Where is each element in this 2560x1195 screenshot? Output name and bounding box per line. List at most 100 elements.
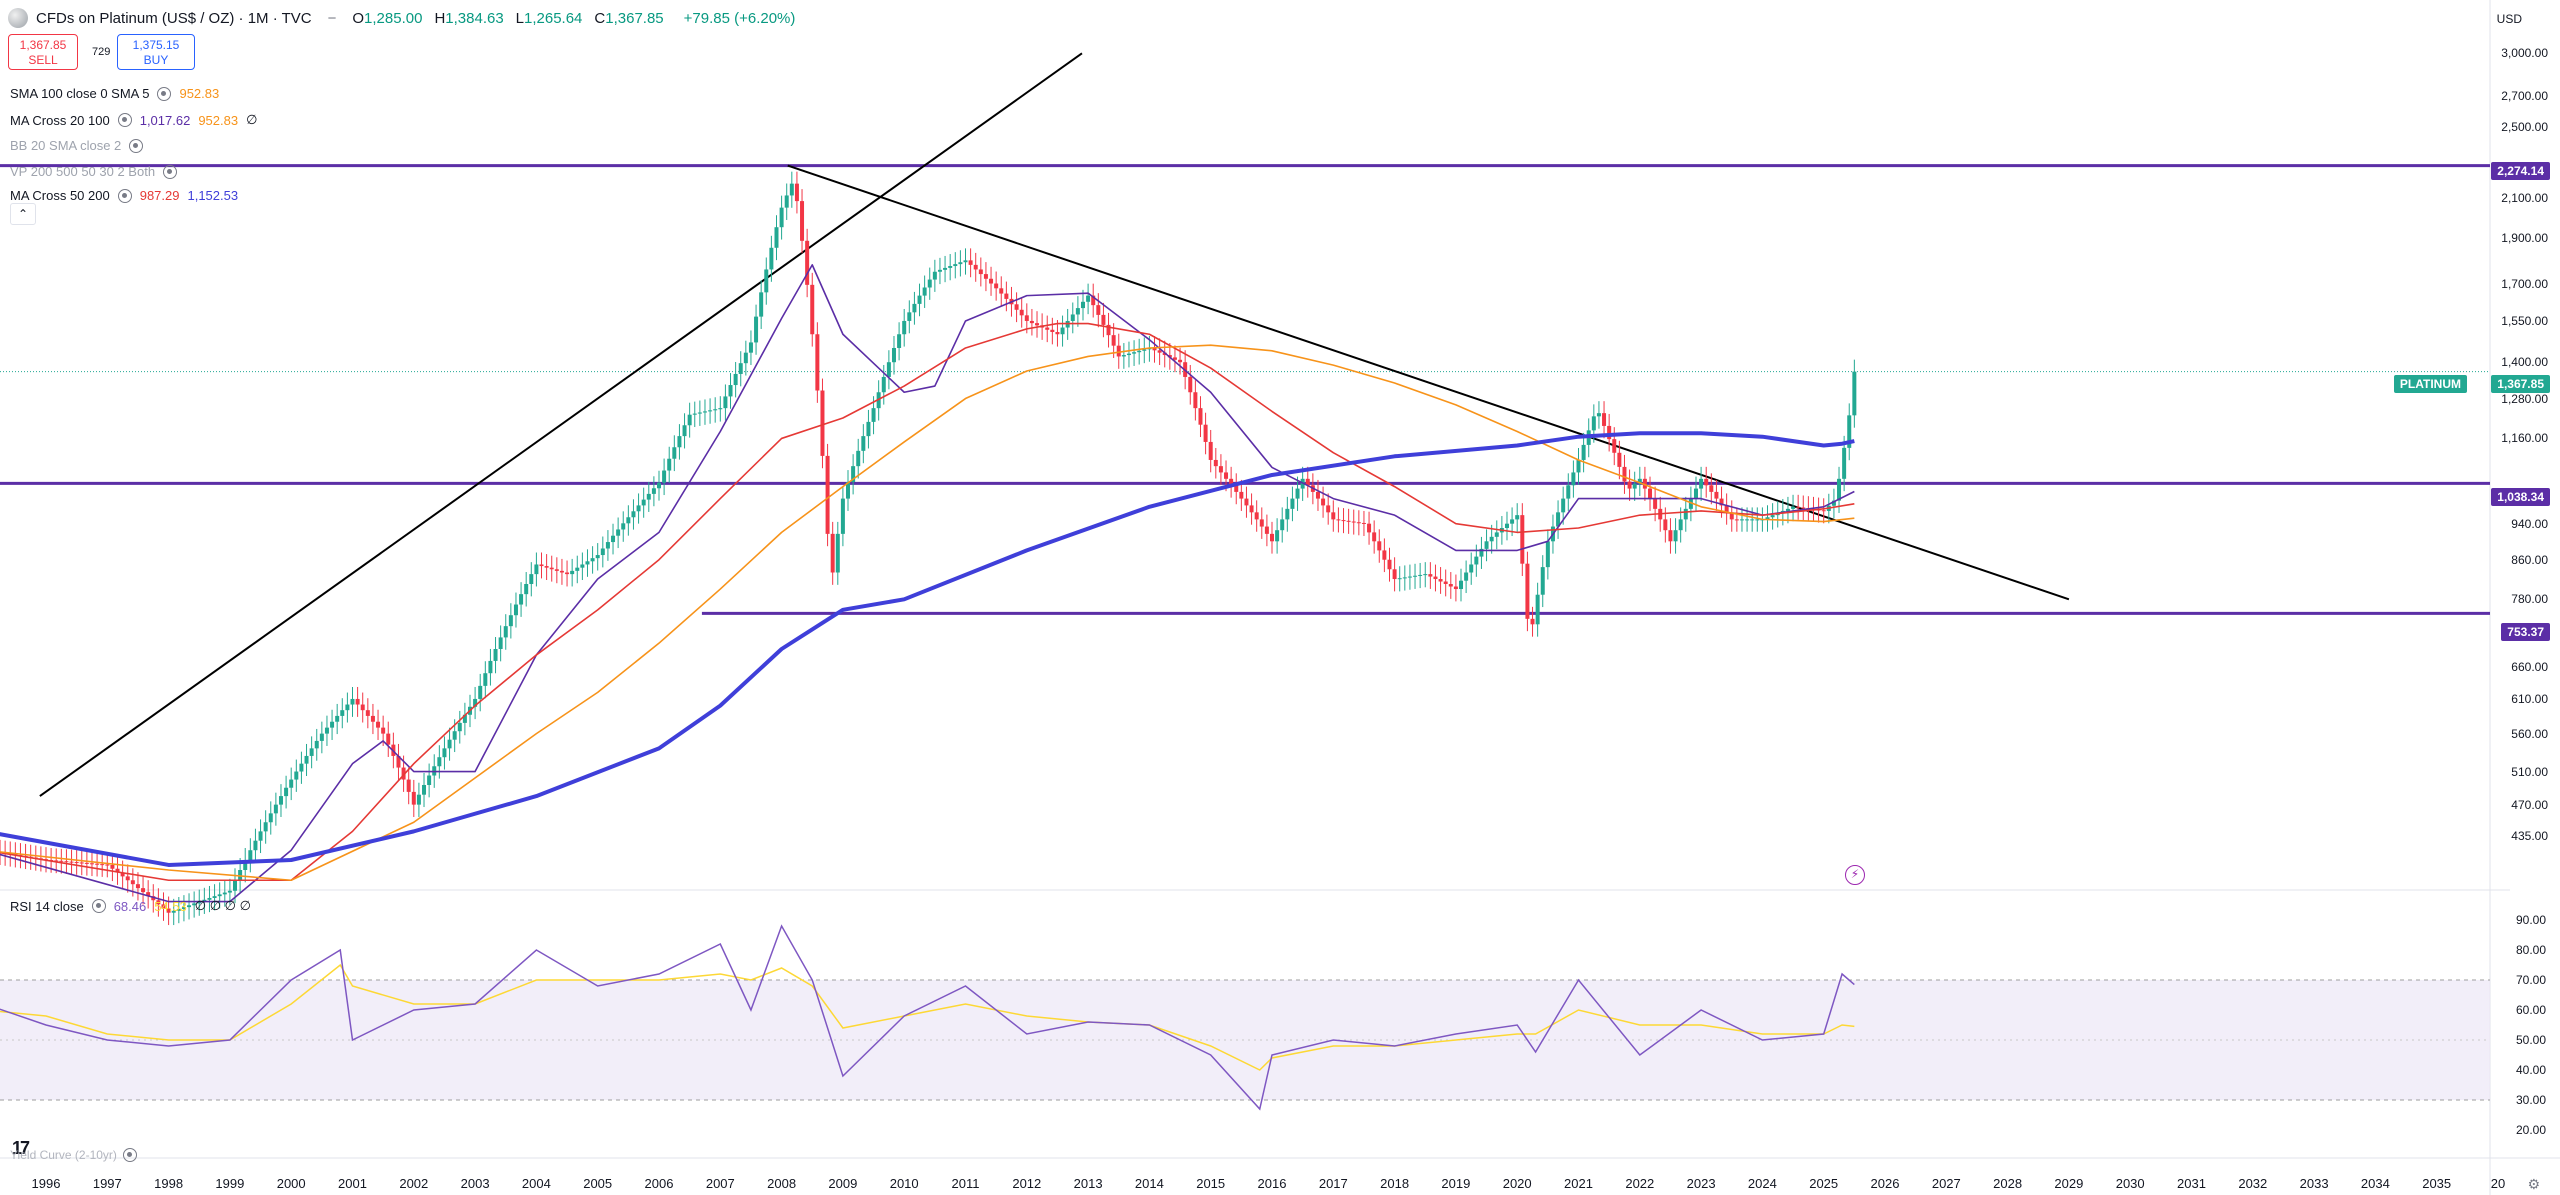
time-axis-label[interactable]: 2019 [1441, 1176, 1471, 1191]
rsi-axis-label[interactable]: 30.00 [2515, 1093, 2546, 1107]
rsi-legend[interactable]: RSI 14 close 68.46 54.53 ∅ ∅ ∅ ∅ [10, 898, 251, 914]
time-axis-label[interactable]: 2005 [583, 1176, 613, 1191]
price-axis-label[interactable]: 2,700.00 [2501, 88, 2548, 103]
eye-icon[interactable] [91, 899, 106, 913]
eye-icon[interactable] [117, 188, 132, 203]
hidden-eye-icon[interactable] [122, 1148, 137, 1162]
rsi-axis-label[interactable]: 60.00 [2515, 1003, 2546, 1017]
price-axis-label[interactable]: 1,700.00 [2501, 276, 2548, 291]
price-axis-label[interactable]: 1,280.00 [2501, 391, 2548, 406]
yield-curve-legend[interactable]: Yield Curve (2-10yr) [10, 1148, 137, 1162]
price-axis-label[interactable]: 470.00 [2511, 797, 2548, 812]
rsi-axis-label[interactable]: 40.00 [2515, 1063, 2546, 1077]
price-axis-label[interactable]: 1,400.00 [2501, 355, 2548, 370]
time-axis-label[interactable]: 2000 [276, 1176, 306, 1191]
indicator-legend[interactable]: MA Cross 50 200 987.29 1,152.53 [10, 188, 238, 203]
time-axis-label[interactable]: 2030 [2115, 1176, 2145, 1191]
indicator-legend[interactable]: MA Cross 20 100 1,017.62 952.83 ∅ [10, 112, 257, 128]
price-axis-label[interactable]: 610.00 [2511, 691, 2548, 706]
candle-body [1428, 574, 1433, 577]
time-axis-label[interactable]: 2027 [1931, 1176, 1961, 1191]
candle-body [483, 673, 488, 686]
time-axis-label[interactable]: 2034 [2360, 1176, 2390, 1191]
time-axis-label[interactable]: 2016 [1257, 1176, 1287, 1191]
time-axis-label[interactable]: 2001 [338, 1176, 367, 1191]
candle-body [1842, 447, 1847, 479]
time-axis-label[interactable]: 2008 [767, 1176, 797, 1191]
rsi-axis-label[interactable]: 50.00 [2515, 1033, 2546, 1047]
price-axis-label[interactable]: 660.00 [2511, 660, 2548, 675]
rsi-axis-label[interactable]: 20.00 [2515, 1123, 2546, 1137]
time-axis-label[interactable]: 2028 [1993, 1176, 2023, 1191]
indicator-legend[interactable]: BB 20 SMA close 2 [10, 138, 144, 153]
candle-body [1433, 576, 1438, 580]
eye-icon[interactable] [157, 86, 172, 101]
time-axis-label[interactable]: 2012 [1012, 1176, 1042, 1191]
hidden-eye-icon[interactable] [163, 164, 178, 179]
price-axis-label[interactable]: 2,500.00 [2501, 120, 2548, 135]
time-axis-label[interactable]: 2035 [2422, 1176, 2452, 1191]
price-axis-label[interactable]: 510.00 [2511, 764, 2548, 779]
price-axis-label[interactable]: 1,900.00 [2501, 231, 2548, 246]
time-axis-label[interactable]: 2033 [2299, 1176, 2329, 1191]
price-axis-label[interactable]: 560.00 [2511, 726, 2548, 741]
time-axis-label[interactable]: 20 [2490, 1176, 2506, 1191]
time-axis-label[interactable]: 2017 [1318, 1176, 1348, 1191]
indicator-legend[interactable]: VP 200 500 50 30 2 Both [10, 164, 178, 179]
time-axis-label[interactable]: 2003 [460, 1176, 490, 1191]
eye-icon[interactable] [117, 113, 132, 127]
price-axis-label[interactable]: 1,550.00 [2501, 313, 2548, 328]
time-axis-label[interactable]: 2020 [1502, 1176, 1532, 1191]
candle-body [1198, 408, 1203, 425]
indicator-legend[interactable]: SMA 100 close 0 SMA 5 952.83 [10, 86, 219, 101]
buy-button[interactable]: 1,375.15 BUY [117, 34, 195, 70]
time-axis-label[interactable]: 1997 [92, 1176, 122, 1191]
time-axis-label[interactable]: 2015 [1196, 1176, 1226, 1191]
lightning-icon[interactable]: ⚡ [1845, 865, 1865, 885]
time-axis-label[interactable]: 2006 [644, 1176, 674, 1191]
time-axis-label[interactable]: 1998 [154, 1176, 184, 1191]
price-axis-label[interactable]: 1,160.00 [2501, 431, 2548, 446]
rsi-axis-label[interactable]: 90.00 [2515, 913, 2546, 927]
time-axis-label[interactable]: 1999 [215, 1176, 245, 1191]
chart-title[interactable]: CFDs on Platinum (US$ / OZ) · 1M · TVC [36, 9, 312, 27]
time-axis-label[interactable]: 2011 [951, 1176, 980, 1191]
rsi-axis-label[interactable]: 80.00 [2515, 943, 2546, 957]
price-axis-label[interactable]: 3,000.00 [2501, 46, 2548, 61]
time-axis-label[interactable]: 2009 [828, 1176, 858, 1191]
candle-body [1663, 519, 1668, 531]
time-axis-label[interactable]: 2018 [1380, 1176, 1410, 1191]
time-axis-label[interactable]: 2013 [1073, 1176, 1103, 1191]
price-axis-label[interactable]: 435.00 [2511, 828, 2548, 843]
sell-button[interactable]: 1,367.85 SELL [8, 34, 78, 70]
time-axis-label[interactable]: 2023 [1686, 1176, 1716, 1191]
candle-body [115, 868, 120, 873]
time-axis-label[interactable]: 2031 [2177, 1176, 2206, 1191]
time-axis-label[interactable]: 2026 [1870, 1176, 1900, 1191]
candle-body [1377, 541, 1382, 551]
time-axis-label[interactable]: 2004 [521, 1176, 551, 1191]
price-axis-label[interactable]: 2,100.00 [2501, 190, 2548, 205]
rsi-axis-label[interactable]: 70.00 [2515, 973, 2546, 987]
minus-icon[interactable]: − [327, 9, 337, 27]
time-axis-label[interactable]: 2010 [889, 1176, 919, 1191]
currency-label[interactable]: USD [2496, 12, 2522, 26]
time-axis-label[interactable]: 2025 [1809, 1176, 1839, 1191]
time-axis-label[interactable]: 2021 [1564, 1176, 1593, 1191]
time-axis-label[interactable]: 1996 [31, 1176, 61, 1191]
price-axis-label[interactable]: 780.00 [2511, 592, 2548, 607]
time-axis-label[interactable]: 2024 [1747, 1176, 1777, 1191]
time-axis-label[interactable]: 2022 [1625, 1176, 1655, 1191]
time-axis-label[interactable]: 2007 [705, 1176, 735, 1191]
time-axis-label[interactable]: 2032 [2238, 1176, 2268, 1191]
candle-body [268, 813, 273, 823]
time-axis-label[interactable]: 2029 [2054, 1176, 2084, 1191]
price-axis-label[interactable]: 860.00 [2511, 552, 2548, 567]
price-axis-label[interactable]: 940.00 [2511, 516, 2548, 531]
collapse-legend-button[interactable]: ⌃ [10, 203, 36, 225]
time-axis-label[interactable]: 2002 [399, 1176, 429, 1191]
time-axis-label[interactable]: 2014 [1134, 1176, 1164, 1191]
hidden-eye-icon[interactable] [129, 138, 144, 153]
gear-icon[interactable]: ⚙ [2527, 1176, 2540, 1192]
